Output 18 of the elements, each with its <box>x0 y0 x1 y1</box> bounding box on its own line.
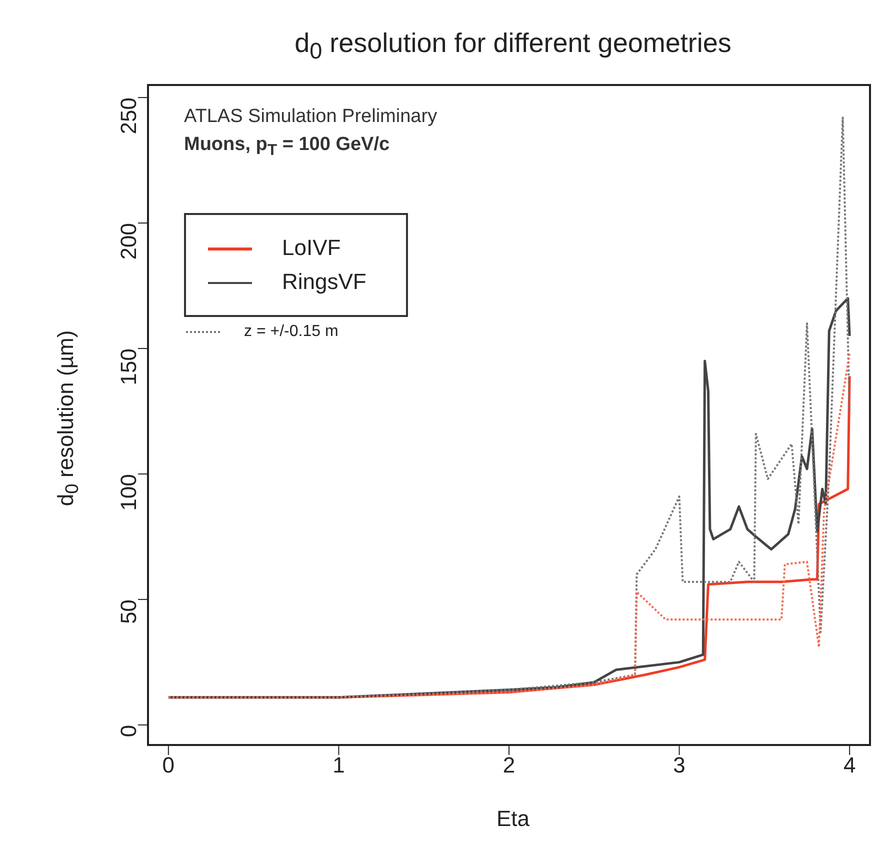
x-axis-title: Eta <box>495 806 531 832</box>
y-tick-label: 100 <box>116 474 141 511</box>
y-tick-label: 200 <box>116 223 141 260</box>
x-tick-label: 2 <box>502 752 516 778</box>
y-tick-label: 0 <box>116 724 141 738</box>
x-tick-label: 0 <box>162 752 175 778</box>
y-tick-label: 50 <box>116 599 141 624</box>
annotation: ATLAS Simulation Preliminary <box>184 105 438 129</box>
x-tick-label: 4 <box>843 752 856 778</box>
y-tick-label: 250 <box>116 98 141 134</box>
x-tick-label: 3 <box>673 752 686 778</box>
legend-label: RingsVF <box>281 268 366 296</box>
legend-label: z = +/-0.15 m <box>243 323 340 341</box>
chart-title: d$_{0}$ resolution for different geometries <box>294 28 732 64</box>
legend-label: LoIVF <box>281 234 342 262</box>
y-tick-label: 150 <box>116 348 141 386</box>
annotation: Muons, p$_{T}$ = 100 GeV/c <box>184 133 391 161</box>
x-tick-label: 1 <box>332 752 345 778</box>
